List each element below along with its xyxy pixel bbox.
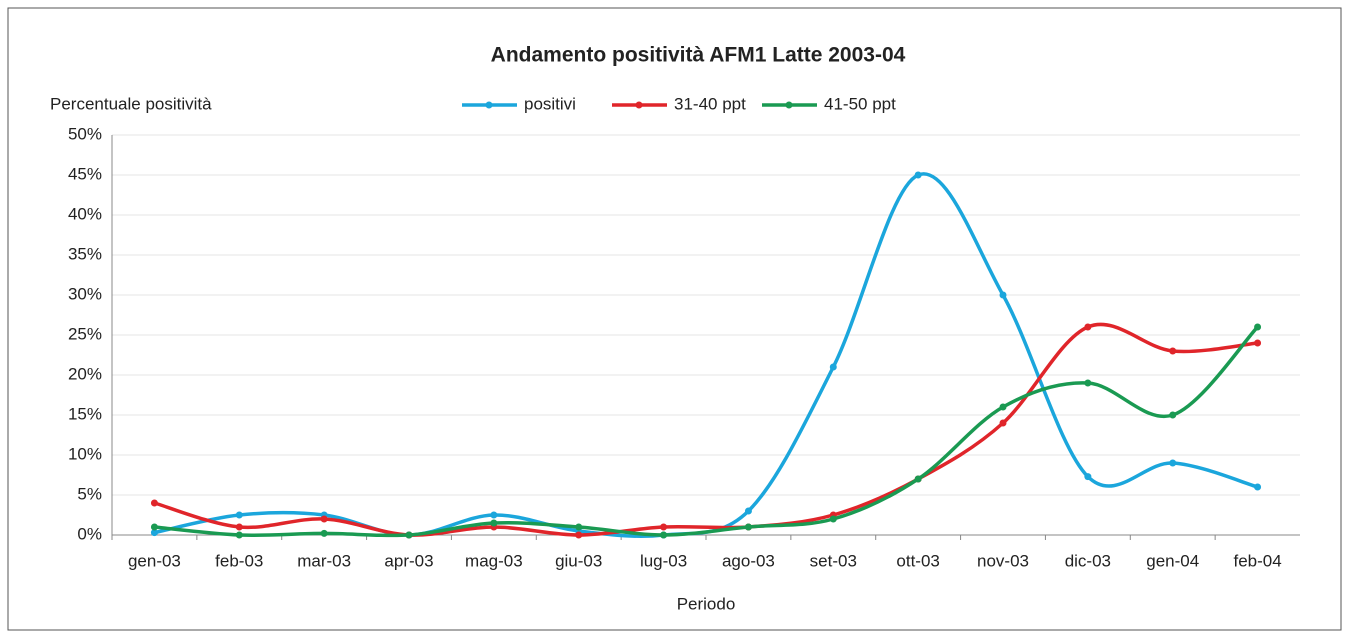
data-point bbox=[405, 531, 413, 539]
data-point bbox=[235, 531, 243, 539]
data-point bbox=[1254, 339, 1262, 347]
data-point bbox=[150, 523, 158, 531]
legend-label: 41-50 ppt bbox=[824, 94, 896, 113]
legend-label: 31-40 ppt bbox=[674, 94, 746, 113]
y-tick-label: 20% bbox=[68, 364, 102, 383]
x-axis-label: Periodo bbox=[677, 594, 736, 613]
data-point bbox=[1169, 459, 1177, 467]
x-tick-label: lug-03 bbox=[640, 551, 687, 570]
data-point bbox=[575, 523, 583, 531]
x-tick-label: gen-03 bbox=[128, 551, 181, 570]
data-point bbox=[575, 531, 583, 539]
x-tick-label: ago-03 bbox=[722, 551, 775, 570]
data-point bbox=[150, 529, 158, 537]
legend-marker bbox=[785, 101, 793, 109]
y-tick-label: 0% bbox=[77, 524, 102, 543]
y-axis-label: Percentuale positività bbox=[50, 94, 212, 113]
data-point bbox=[744, 523, 752, 531]
y-tick-label: 50% bbox=[68, 124, 102, 143]
data-point bbox=[1084, 379, 1092, 387]
data-point bbox=[320, 515, 328, 523]
y-tick-label: 40% bbox=[68, 204, 102, 223]
x-tick-label: mar-03 bbox=[297, 551, 351, 570]
data-point bbox=[1084, 323, 1092, 331]
data-point bbox=[320, 529, 328, 537]
x-tick-label: gen-04 bbox=[1146, 551, 1199, 570]
x-tick-label: set-03 bbox=[810, 551, 857, 570]
y-tick-label: 35% bbox=[68, 244, 102, 263]
y-tick-label: 15% bbox=[68, 404, 102, 423]
data-point bbox=[235, 523, 243, 531]
y-tick-label: 45% bbox=[68, 164, 102, 183]
data-point bbox=[744, 507, 752, 515]
series-line bbox=[153, 322, 1258, 537]
data-point bbox=[1254, 483, 1262, 491]
x-tick-label: dic-03 bbox=[1065, 551, 1111, 570]
data-point bbox=[999, 403, 1007, 411]
data-point bbox=[829, 363, 837, 371]
legend-label: positivi bbox=[524, 94, 576, 113]
data-point bbox=[490, 511, 498, 519]
legend-marker bbox=[635, 101, 643, 109]
data-point bbox=[660, 531, 668, 539]
x-tick-label: mag-03 bbox=[465, 551, 523, 570]
y-tick-label: 25% bbox=[68, 324, 102, 343]
y-tick-label: 5% bbox=[77, 484, 102, 503]
data-point bbox=[1169, 347, 1177, 355]
data-point bbox=[150, 499, 158, 507]
x-tick-label: nov-03 bbox=[977, 551, 1029, 570]
x-tick-label: giu-03 bbox=[555, 551, 602, 570]
legend-marker bbox=[485, 101, 493, 109]
chart-title: Andamento positività AFM1 Latte 2003-04 bbox=[491, 44, 906, 67]
data-point bbox=[1254, 323, 1262, 331]
data-point bbox=[1169, 411, 1177, 419]
data-point bbox=[914, 475, 922, 483]
data-point bbox=[999, 291, 1007, 299]
data-point bbox=[490, 519, 498, 527]
data-point bbox=[1084, 473, 1092, 481]
data-point bbox=[999, 419, 1007, 427]
data-point bbox=[914, 171, 922, 179]
x-tick-label: feb-03 bbox=[215, 551, 263, 570]
data-point bbox=[235, 511, 243, 519]
data-point bbox=[829, 515, 837, 523]
x-tick-label: feb-04 bbox=[1233, 551, 1281, 570]
x-tick-label: ott-03 bbox=[896, 551, 939, 570]
data-point bbox=[660, 523, 668, 531]
y-tick-label: 10% bbox=[68, 444, 102, 463]
x-tick-label: apr-03 bbox=[384, 551, 433, 570]
y-tick-label: 30% bbox=[68, 284, 102, 303]
